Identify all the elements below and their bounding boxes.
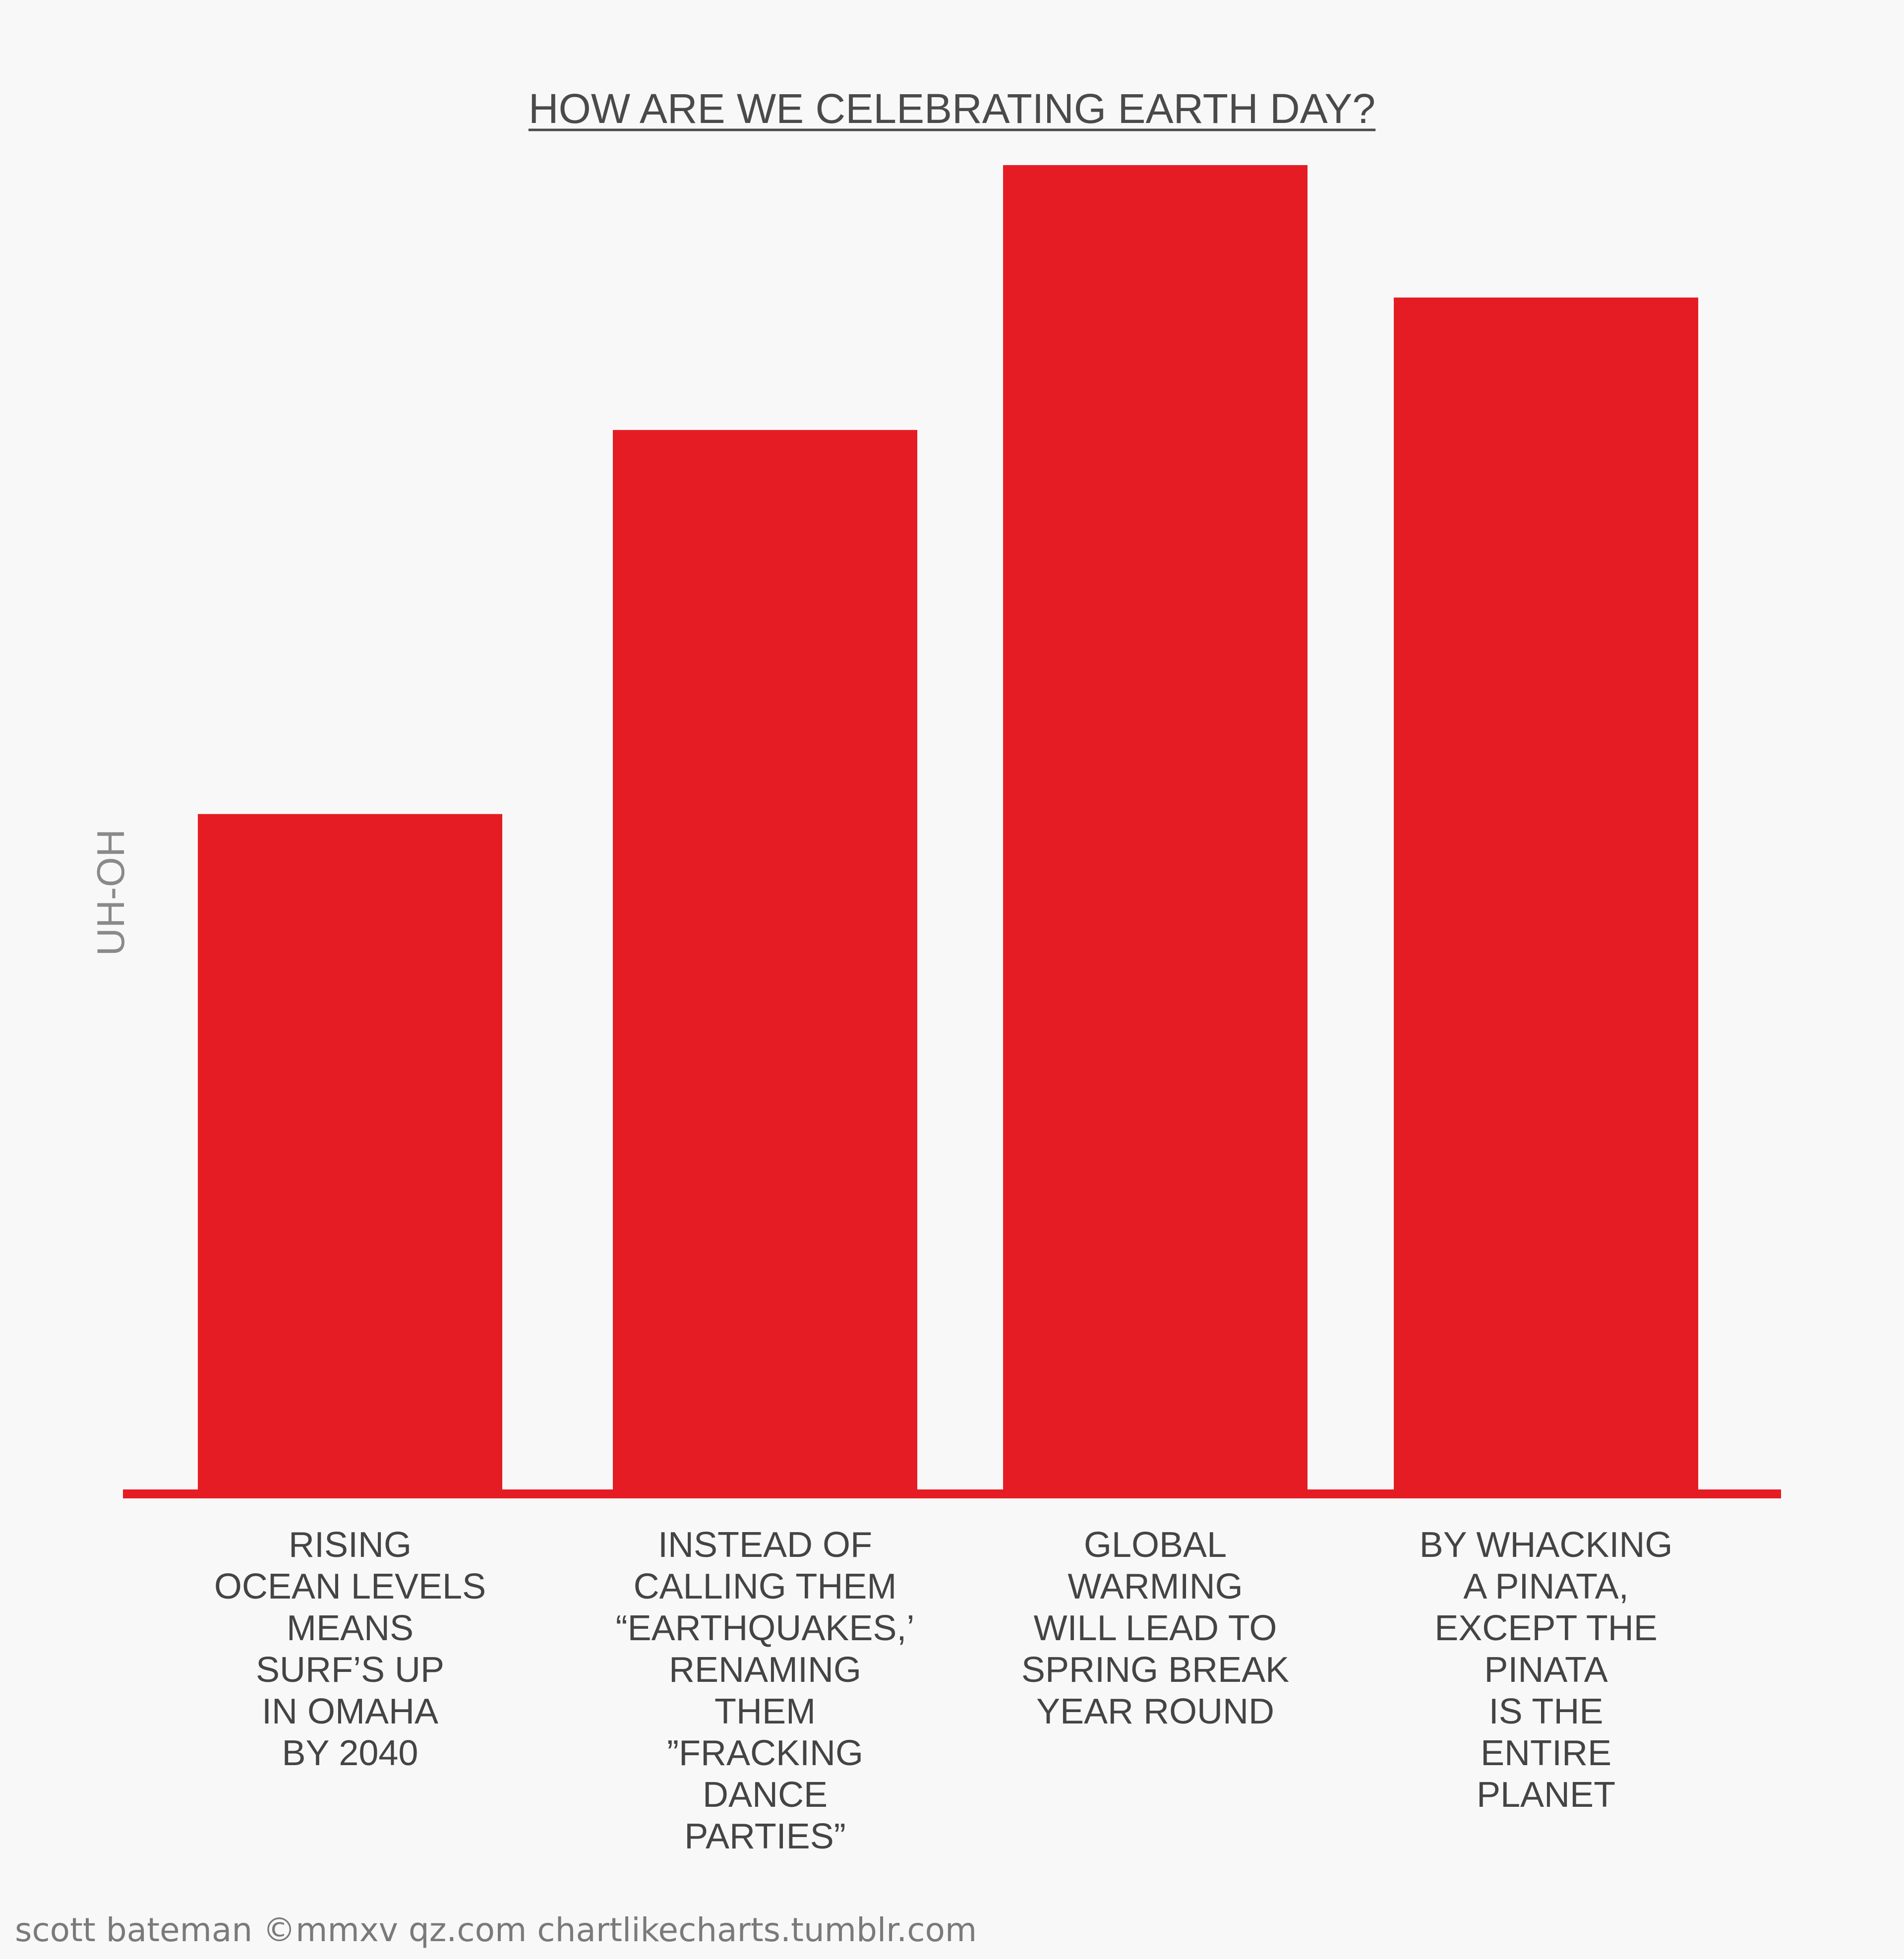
category-label-line: WARMING — [1068, 1567, 1243, 1606]
category-label-line: RENAMING — [669, 1650, 861, 1690]
category-labels-group: RISING OCEAN LEVELS MEANS SURF’S UP IN OMAHA… — [214, 1525, 1672, 1856]
category-label-line: “EARTHQUAKES,’ — [616, 1608, 915, 1648]
category-label-line: WILL LEAD TO — [1034, 1608, 1277, 1648]
category-label-line: ”FRACKING — [667, 1733, 863, 1773]
category-label-line: PARTIES” — [684, 1817, 845, 1856]
credit-line: scott bateman ©mmxv qz.com chartlikechar… — [15, 1911, 977, 1949]
category-label-line: EXCEPT THE — [1434, 1608, 1657, 1648]
category-label-line: SPRING BREAK — [1021, 1650, 1289, 1690]
category-label-line: BY WHACKING — [1420, 1525, 1673, 1565]
category-label-line: INSTEAD OF — [658, 1525, 872, 1565]
category-label-line: IN OMAHA — [262, 1692, 438, 1731]
bar-4 — [1394, 297, 1698, 1491]
category-label-line: DANCE — [703, 1775, 828, 1815]
category-label-line: OCEAN LEVELS — [214, 1567, 486, 1606]
category-label-line: A PINATA, — [1463, 1567, 1628, 1606]
category-label-line: CALLING THEM — [634, 1567, 897, 1606]
category-label-2: INSTEAD OF CALLING THEM “EARTHQUAKES,’ RENA… — [616, 1525, 915, 1856]
chart-title: HOW ARE WE CELEBRATING EARTH DAY? — [529, 85, 1375, 132]
category-label-line: SURF’S UP — [256, 1650, 444, 1690]
category-label-line: MEANS — [287, 1608, 414, 1648]
category-label-line: GLOBAL — [1084, 1525, 1227, 1565]
category-label-line: IS THE — [1489, 1692, 1604, 1731]
category-label-line: PINATA — [1484, 1650, 1607, 1690]
bars-group — [198, 165, 1698, 1492]
category-label-line: BY 2040 — [282, 1733, 418, 1773]
category-label-3: GLOBAL WARMING WILL LEAD TO SPRING BREAK YEA… — [1021, 1525, 1289, 1731]
category-label-line: YEAR ROUND — [1036, 1692, 1274, 1731]
category-label-line: RISING — [289, 1525, 412, 1565]
bar-3 — [1003, 165, 1308, 1491]
bar-2 — [613, 430, 917, 1492]
y-axis-label: UH-OH — [89, 829, 132, 956]
bar-1 — [198, 814, 502, 1491]
category-label-1: RISING OCEAN LEVELS MEANS SURF’S UP IN OMAHA… — [214, 1525, 486, 1773]
category-label-line: PLANET — [1477, 1775, 1615, 1815]
category-label-line: ENTIRE — [1481, 1733, 1611, 1773]
category-label-4: BY WHACKING A PINATA, EXCEPT THE PINATA IS T… — [1420, 1525, 1673, 1815]
category-label-line: THEM — [714, 1692, 816, 1731]
